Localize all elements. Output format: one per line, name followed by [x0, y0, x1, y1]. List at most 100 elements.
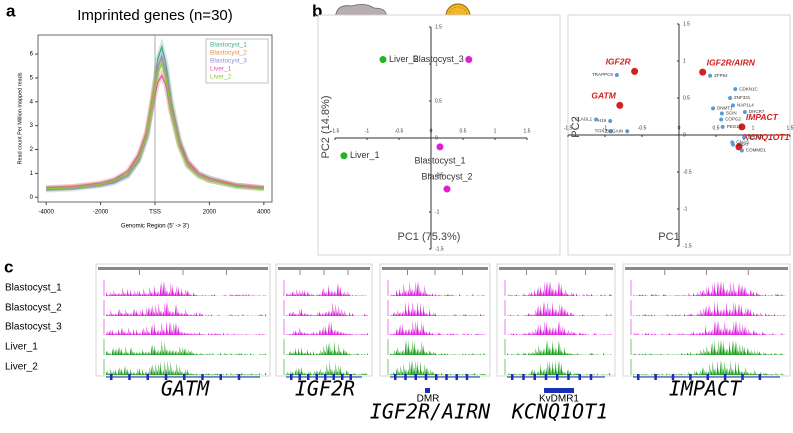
point-label: ZFP64	[714, 73, 728, 78]
signal	[106, 340, 267, 355]
point-label: CDKN1C	[739, 86, 758, 91]
y-tick-label: 2	[30, 147, 34, 153]
exon	[654, 374, 657, 380]
point	[340, 152, 348, 160]
point-label: Liver_2	[389, 54, 419, 64]
x-tick-label: 0	[678, 125, 681, 131]
x-tick-label: -1.5	[564, 125, 573, 131]
point	[631, 67, 639, 75]
point-label: PEG10	[727, 124, 742, 129]
region-label: KvDMR1	[539, 394, 579, 405]
gene-name: GATM	[161, 377, 210, 401]
signal	[106, 320, 267, 335]
point	[443, 185, 451, 193]
x-tick-label: -1	[603, 125, 608, 131]
y-tick-label: 0.5	[683, 95, 690, 101]
signal	[286, 301, 369, 316]
x-tick-label: -2000	[93, 210, 109, 216]
ruler	[98, 267, 268, 270]
point-label: Blastocyst_1	[414, 155, 465, 165]
y-tick-label: -1	[683, 206, 688, 212]
track-frame	[275, 263, 373, 377]
y-tick-label: 0	[30, 195, 34, 201]
legend-label: Liver_1	[210, 66, 232, 73]
point	[608, 118, 613, 123]
signal	[286, 320, 369, 335]
exon	[128, 374, 131, 380]
signal	[507, 340, 612, 355]
point	[594, 117, 599, 122]
exon	[435, 374, 438, 380]
point-label: GNAS	[736, 140, 749, 145]
signal	[633, 301, 786, 316]
point-label: ZNF331	[734, 95, 751, 100]
exon	[307, 374, 310, 380]
track-frame	[496, 263, 616, 377]
signal	[507, 301, 612, 316]
x-tick-label: 1	[752, 125, 755, 131]
x-tick-label: -0.5	[395, 128, 404, 134]
signal	[286, 282, 369, 296]
x-tick-label: -4000	[38, 210, 54, 216]
exon	[324, 374, 327, 380]
signal	[286, 361, 369, 375]
gene-label: IGF2R/AIRN	[707, 57, 756, 67]
y-tick-label: 3	[30, 123, 34, 129]
exon	[219, 374, 222, 380]
y-tick-label: -1	[435, 209, 440, 215]
point-label: Liver_1	[350, 150, 380, 160]
gene-label: KCNQ1OT1	[743, 132, 790, 142]
exon	[533, 374, 536, 380]
point	[465, 56, 473, 64]
point-label: TRAPPC9	[592, 72, 613, 77]
exon	[465, 374, 469, 380]
point	[739, 148, 744, 153]
y-tick-label: 0.5	[435, 98, 442, 104]
exon	[455, 374, 458, 380]
exon	[414, 374, 417, 380]
signal	[106, 281, 267, 296]
point-label: TFPI2	[595, 128, 608, 133]
point-label: SCIN	[726, 111, 737, 116]
point-label: NNAT	[737, 142, 749, 147]
exon	[332, 374, 335, 380]
point	[733, 87, 738, 92]
signal	[390, 320, 486, 335]
signal	[633, 340, 786, 355]
gene-label: IMPACT	[746, 112, 779, 122]
point-label: NAP1L4	[737, 103, 754, 108]
exon	[110, 374, 113, 380]
track-frame	[622, 263, 791, 377]
x-tick-label: 4000	[257, 210, 271, 216]
point	[614, 73, 619, 78]
region-label: DMR	[417, 394, 440, 405]
point-label: COMMD1	[746, 148, 766, 153]
dmr-bar	[425, 388, 430, 393]
exon	[637, 374, 640, 380]
x-tick-label: 0	[430, 128, 433, 134]
signal	[106, 360, 267, 375]
exon	[146, 374, 149, 380]
x-tick-label: TSS	[149, 210, 161, 216]
gene-name: KCNQ1OT1	[511, 400, 608, 424]
exon	[341, 374, 344, 380]
point	[708, 73, 713, 78]
point	[436, 143, 444, 151]
x-tick-label: -0.5	[638, 125, 647, 131]
x-tick-label: 1	[494, 128, 497, 134]
y-tick-label: 1.5	[683, 21, 690, 27]
y-tick-label: 1	[683, 58, 686, 64]
exon	[671, 374, 675, 380]
point-label: BEGAIN	[606, 128, 623, 133]
point	[699, 68, 707, 76]
y-axis-label: PC2 (14.8%)	[320, 96, 332, 159]
signal	[390, 340, 486, 355]
panel-label: b	[312, 1, 322, 20]
ruler	[278, 267, 370, 270]
point	[728, 96, 733, 100]
exon	[315, 374, 318, 380]
track-label: Blastocyst_3	[5, 322, 62, 333]
line	[46, 61, 264, 190]
track-label: Liver_1	[5, 342, 38, 353]
exon	[290, 374, 293, 380]
